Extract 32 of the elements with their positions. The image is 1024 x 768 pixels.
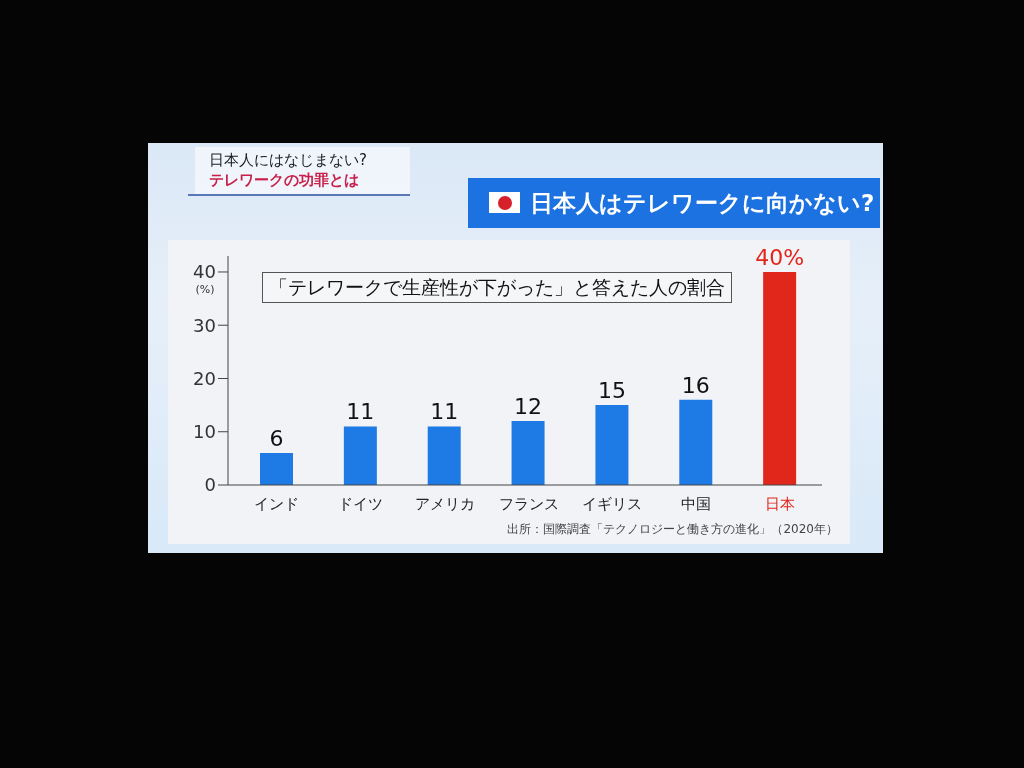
bar bbox=[763, 271, 797, 485]
data-label: 11 bbox=[346, 399, 375, 425]
y-tick-label: 30 bbox=[193, 314, 216, 336]
y-axis-title: (%) bbox=[195, 283, 215, 296]
bar bbox=[679, 399, 713, 485]
x-tick-label: 中国 bbox=[681, 495, 712, 513]
x-tick-label: アメリカ bbox=[414, 495, 475, 513]
y-tick-label: 10 bbox=[193, 421, 216, 443]
bar bbox=[427, 426, 461, 485]
text: 出所：国際調査「テクノロジーと働き方の進化」（2020年） bbox=[507, 522, 838, 537]
data-label: 15 bbox=[597, 378, 626, 404]
data-label: 40% bbox=[755, 244, 805, 270]
x-tick-label: インド bbox=[254, 495, 300, 513]
x-tick-label: ドイツ bbox=[338, 495, 384, 513]
data-label: 6 bbox=[269, 426, 284, 452]
bar bbox=[511, 421, 545, 485]
data-label: 11 bbox=[430, 399, 459, 425]
bar bbox=[343, 426, 377, 485]
x-tick-label: イギリス bbox=[582, 495, 643, 513]
data-label: 12 bbox=[514, 394, 543, 420]
text: 日本人にはなじまない? bbox=[209, 151, 367, 170]
bar bbox=[595, 405, 629, 485]
chart-title: 日本人はテレワークに向かない? bbox=[530, 189, 875, 218]
y-tick-label: 20 bbox=[193, 367, 216, 389]
x-tick-label: 日本 bbox=[765, 495, 796, 513]
data-label: 16 bbox=[681, 372, 710, 398]
x-tick-label: フランス bbox=[498, 495, 559, 513]
text: 「テレワークで生産性が下がった」と答えた人の割合 bbox=[262, 272, 732, 303]
y-tick-label: 0 bbox=[204, 474, 216, 496]
bar bbox=[260, 453, 293, 485]
y-tick-label: 40 bbox=[193, 261, 216, 283]
text: テレワークの功罪とは bbox=[209, 171, 359, 190]
